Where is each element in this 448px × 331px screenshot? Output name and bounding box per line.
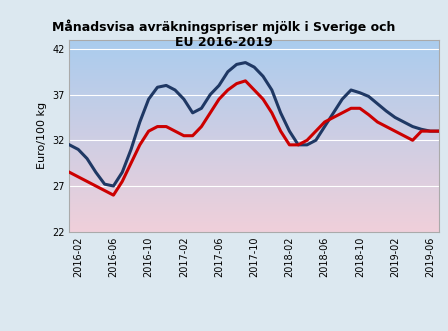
Line: Sverige: Sverige (69, 63, 439, 186)
Sverige (129, 147, 134, 151)
Sverige (172, 88, 178, 92)
EU (436, 129, 442, 133)
Sverige (366, 94, 371, 98)
Y-axis label: Euro/100 kg: Euro/100 kg (37, 102, 47, 169)
Sverige (84, 157, 90, 161)
Sverige (111, 184, 116, 188)
Sverige (164, 83, 169, 87)
EU (383, 124, 389, 128)
EU (216, 97, 222, 101)
EU (93, 184, 99, 188)
Sverige (304, 143, 310, 147)
EU (102, 189, 108, 193)
Sverige (436, 129, 442, 133)
EU (427, 129, 433, 133)
Sverige (419, 127, 424, 131)
EU (313, 129, 319, 133)
EU (76, 175, 81, 179)
Sverige (252, 65, 257, 69)
Sverige (313, 138, 319, 142)
Sverige (427, 129, 433, 133)
EU (278, 129, 283, 133)
Sverige (375, 102, 380, 106)
Sverige (67, 143, 72, 147)
EU (401, 134, 406, 138)
EU (190, 134, 195, 138)
EU (366, 113, 371, 117)
EU (331, 116, 336, 119)
EU (296, 143, 301, 147)
EU (357, 106, 362, 110)
EU (410, 138, 415, 142)
EU (225, 88, 231, 92)
Sverige (102, 182, 108, 186)
EU (146, 129, 151, 133)
Sverige (207, 93, 213, 97)
Sverige (93, 170, 99, 174)
Sverige (278, 111, 283, 115)
EU (164, 124, 169, 128)
EU (111, 193, 116, 197)
EU (260, 97, 266, 101)
Sverige (383, 109, 389, 113)
Sverige (322, 124, 327, 128)
Sverige (340, 97, 345, 101)
EU (392, 129, 398, 133)
EU (419, 129, 424, 133)
Sverige (296, 143, 301, 147)
Sverige (331, 111, 336, 115)
EU (199, 124, 204, 128)
Sverige (401, 120, 406, 124)
Sverige (137, 120, 142, 124)
EU (207, 111, 213, 115)
EU (234, 82, 239, 86)
Sverige (199, 106, 204, 110)
Sverige (410, 124, 415, 128)
Sverige (76, 147, 81, 151)
Sverige (181, 97, 186, 101)
EU (252, 88, 257, 92)
Sverige (120, 170, 125, 174)
Sverige (392, 116, 398, 119)
EU (129, 161, 134, 165)
Sverige (216, 83, 222, 87)
EU (243, 79, 248, 83)
EU (120, 179, 125, 183)
Sverige (234, 63, 239, 67)
EU (287, 143, 292, 147)
Sverige (287, 129, 292, 133)
Line: EU: EU (69, 81, 439, 195)
EU (349, 106, 354, 110)
Sverige (269, 88, 275, 92)
Sverige (146, 97, 151, 101)
EU (322, 120, 327, 124)
Sverige (190, 111, 195, 115)
EU (84, 179, 90, 183)
EU (340, 111, 345, 115)
EU (137, 143, 142, 147)
EU (181, 134, 186, 138)
Text: Månadsvisa avräkningspriser mjölk i Sverige och
EU 2016-2019: Månadsvisa avräkningspriser mjölk i Sver… (52, 20, 396, 49)
EU (172, 129, 178, 133)
EU (155, 124, 160, 128)
Sverige (225, 70, 231, 74)
Sverige (155, 85, 160, 89)
Sverige (349, 88, 354, 92)
EU (269, 111, 275, 115)
Sverige (357, 91, 362, 95)
Sverige (243, 61, 248, 65)
EU (375, 120, 380, 124)
EU (67, 170, 72, 174)
Sverige (260, 74, 266, 78)
EU (304, 138, 310, 142)
